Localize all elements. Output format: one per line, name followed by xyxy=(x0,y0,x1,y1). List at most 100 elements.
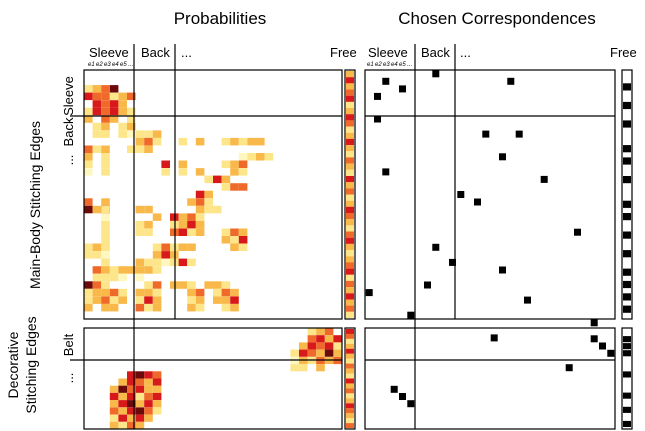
free-probability-cell xyxy=(346,403,354,409)
probability-cell xyxy=(127,378,136,386)
probability-cell xyxy=(84,92,93,101)
probability-cell xyxy=(109,266,119,274)
probability-cell xyxy=(324,349,334,357)
probability-cell xyxy=(178,160,188,168)
probability-cell xyxy=(84,145,93,153)
probability-cell xyxy=(316,349,325,357)
free-probability-cell xyxy=(346,398,354,404)
probability-cell xyxy=(118,288,127,297)
probability-cell xyxy=(92,107,102,116)
probability-cell xyxy=(135,407,145,415)
free-probability-cell xyxy=(346,408,354,414)
probability-cell xyxy=(316,335,325,343)
sub-label: e4 xyxy=(112,62,119,68)
probability-cell xyxy=(161,243,170,251)
free-probability-cell xyxy=(346,378,354,384)
probability-cell xyxy=(101,281,110,289)
probability-cell xyxy=(152,281,162,289)
free-chosen-cell xyxy=(623,145,631,153)
probability-cell xyxy=(230,183,239,191)
probability-cell xyxy=(152,392,162,401)
probability-cell xyxy=(101,258,110,267)
probability-cell xyxy=(84,303,93,312)
chosen-cell xyxy=(382,168,390,176)
free-probability-cell xyxy=(346,182,354,189)
right-free-upper-frame xyxy=(621,69,633,320)
probability-cell xyxy=(170,243,179,251)
probability-cell xyxy=(221,281,231,289)
right-col-header-back: Back xyxy=(421,45,450,60)
probability-cell xyxy=(101,243,110,251)
probability-cell xyxy=(170,281,179,289)
free-probability-cell xyxy=(346,388,354,394)
free-chosen-cell xyxy=(623,213,631,221)
probability-cell xyxy=(135,258,145,267)
probability-cell xyxy=(84,115,93,123)
probability-cell xyxy=(101,236,110,244)
probability-cell xyxy=(178,258,188,267)
sub-label-tail: ... xyxy=(128,62,133,68)
chosen-cell xyxy=(374,115,381,123)
probability-cell xyxy=(135,414,145,422)
probability-cell xyxy=(101,198,110,206)
probability-cell xyxy=(109,273,119,282)
probability-cell xyxy=(109,421,119,429)
probability-cell xyxy=(84,243,93,251)
free-chosen-cell xyxy=(623,157,631,165)
free-probability-cell xyxy=(346,368,354,374)
sub-label: e2 xyxy=(96,62,103,68)
probability-cell xyxy=(152,400,162,408)
probability-cell xyxy=(307,342,317,350)
probability-cell xyxy=(195,205,205,214)
probability-cell xyxy=(118,421,127,429)
probability-cell xyxy=(238,153,248,161)
free-probability-cell xyxy=(346,338,354,344)
free-chosen-cell xyxy=(623,268,631,276)
probability-cell xyxy=(127,122,136,131)
sub-label: e4 xyxy=(391,62,398,68)
probability-cell xyxy=(299,364,308,372)
probability-cell xyxy=(238,243,248,251)
probability-cell xyxy=(127,115,136,123)
free-probability-cell xyxy=(346,299,354,306)
probability-cell xyxy=(187,220,196,229)
probability-cell xyxy=(230,168,239,176)
probability-cell xyxy=(230,137,239,146)
probability-cell xyxy=(135,392,145,401)
probability-cell xyxy=(101,251,110,259)
probability-cell xyxy=(127,392,136,401)
probability-cell xyxy=(144,205,153,214)
probability-cell xyxy=(109,288,119,297)
probability-cell xyxy=(307,349,317,357)
probability-cell xyxy=(101,168,110,176)
probability-cell xyxy=(101,266,110,274)
chosen-cell xyxy=(599,342,606,350)
free-probability-cell xyxy=(346,329,354,334)
probability-cell xyxy=(127,385,136,393)
left-sub-labels: e1 e2 e3 e4 e5... xyxy=(88,62,133,68)
probability-cell xyxy=(101,115,110,123)
probability-cell xyxy=(256,137,265,146)
sub-label: e3 xyxy=(383,62,390,68)
free-probability-cell xyxy=(346,358,354,364)
chosen-cell xyxy=(399,85,406,93)
chosen-cell xyxy=(499,266,506,274)
probability-cell xyxy=(118,392,127,401)
chosen-cell xyxy=(565,364,573,372)
row-header-ellipsis: ... xyxy=(61,155,76,166)
free-probability-cell xyxy=(346,151,354,158)
probability-cell xyxy=(109,296,119,304)
probability-cell xyxy=(101,296,110,304)
probability-cell xyxy=(118,414,127,422)
probability-cell xyxy=(238,236,248,244)
probability-cell xyxy=(84,281,93,289)
probability-cell xyxy=(152,213,162,221)
free-chosen-cell xyxy=(623,343,631,350)
chosen-cell xyxy=(449,258,456,266)
probability-cell xyxy=(195,168,205,176)
probability-cell xyxy=(187,303,196,312)
probability-cell xyxy=(84,251,93,259)
probability-cell xyxy=(195,137,205,146)
probability-cell xyxy=(92,205,102,214)
probability-cell xyxy=(247,137,256,146)
